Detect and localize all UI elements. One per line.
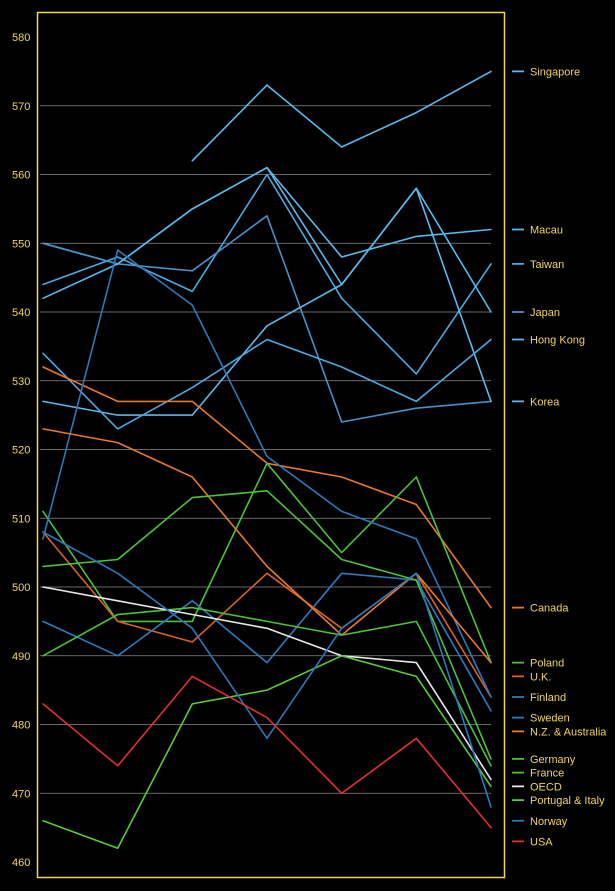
y-axis-ticks: 460 470 480 490 500 510 520 530 540 550 560 570 580 <box>12 32 30 869</box>
series-line-germany <box>42 489 492 760</box>
y-tick-label: 480 <box>12 720 30 732</box>
series-line-norway <box>42 531 492 808</box>
y-tick-label: 510 <box>12 513 30 525</box>
legend-item-germany: Germany <box>512 754 576 766</box>
y-tick-label: 520 <box>12 445 30 457</box>
legend: Singapore Macau Taiwan Japan Hong Kong Korea C… <box>512 66 607 848</box>
legend-label: U.K. <box>530 671 551 683</box>
legend-item-portugal-italy: Portugal & Italy <box>512 795 605 807</box>
legend-item-finland: Finland <box>512 692 566 704</box>
y-tick-label: 460 <box>12 857 30 869</box>
legend-item-norway: Norway <box>512 816 568 828</box>
gridlines <box>40 105 491 794</box>
legend-item-france: France <box>512 768 564 780</box>
legend-item-n-z-australia: N.Z. & Australia <box>512 726 607 738</box>
y-tick-label: 550 <box>12 238 30 250</box>
legend-label: Canada <box>530 603 569 615</box>
series-lines <box>42 70 492 850</box>
y-tick-label: 540 <box>12 307 30 319</box>
legend-item-sweden: Sweden <box>512 713 570 725</box>
series-line-hong-kong <box>42 166 492 313</box>
y-tick-label: 490 <box>12 651 30 663</box>
y-tick-label: 580 <box>12 32 30 44</box>
series-line-japan <box>42 215 492 423</box>
y-tick-label: 530 <box>12 376 30 388</box>
series-line-u-k- <box>42 531 492 698</box>
legend-label: Poland <box>530 658 564 670</box>
legend-label: Finland <box>530 692 566 704</box>
legend-item-hong-kong: Hong Kong <box>512 335 585 347</box>
y-tick-label: 560 <box>12 170 30 182</box>
y-tick-label: 470 <box>12 788 30 800</box>
legend-item-canada: Canada <box>512 603 569 615</box>
legend-item-korea: Korea <box>512 396 560 408</box>
legend-label: Korea <box>530 396 560 408</box>
legend-item-singapore: Singapore <box>512 66 580 78</box>
series-line-korea <box>42 187 492 416</box>
legend-label: Macau <box>530 225 563 237</box>
legend-item-u-k-: U.K. <box>512 671 551 683</box>
legend-label: Hong Kong <box>530 335 585 347</box>
y-tick-label: 500 <box>12 582 30 594</box>
chart-frame <box>36 11 506 879</box>
series-line-poland <box>42 462 492 664</box>
legend-label: USA <box>530 836 553 848</box>
legend-item-poland: Poland <box>512 658 564 670</box>
legend-item-usa: USA <box>512 836 553 848</box>
series-line-oecd <box>42 586 492 781</box>
legend-label: OECD <box>530 781 562 793</box>
legend-item-japan: Japan <box>512 307 560 319</box>
series-line-finland <box>42 249 492 698</box>
legend-item-macau: Macau <box>512 225 563 237</box>
legend-label: Singapore <box>530 66 580 78</box>
series-line-france <box>42 606 492 767</box>
legend-label: Taiwan <box>530 259 564 271</box>
legend-label: Norway <box>530 816 568 828</box>
series-line-portugal-italy <box>42 654 492 850</box>
series-line-usa <box>42 675 492 829</box>
series-line-taiwan <box>42 173 492 375</box>
legend-label: Sweden <box>530 713 570 725</box>
legend-item-taiwan: Taiwan <box>512 259 564 271</box>
legend-label: France <box>530 768 564 780</box>
series-line-canada <box>42 366 492 609</box>
legend-label: Portugal & Italy <box>530 795 605 807</box>
legend-label: Germany <box>530 754 576 766</box>
y-tick-label: 570 <box>12 101 30 113</box>
series-line-singapore <box>191 70 492 162</box>
legend-item-oecd: OECD <box>512 781 562 793</box>
series-line-korea-2- <box>42 338 492 430</box>
legend-label: N.Z. & Australia <box>530 726 607 738</box>
legend-label: Japan <box>530 307 560 319</box>
